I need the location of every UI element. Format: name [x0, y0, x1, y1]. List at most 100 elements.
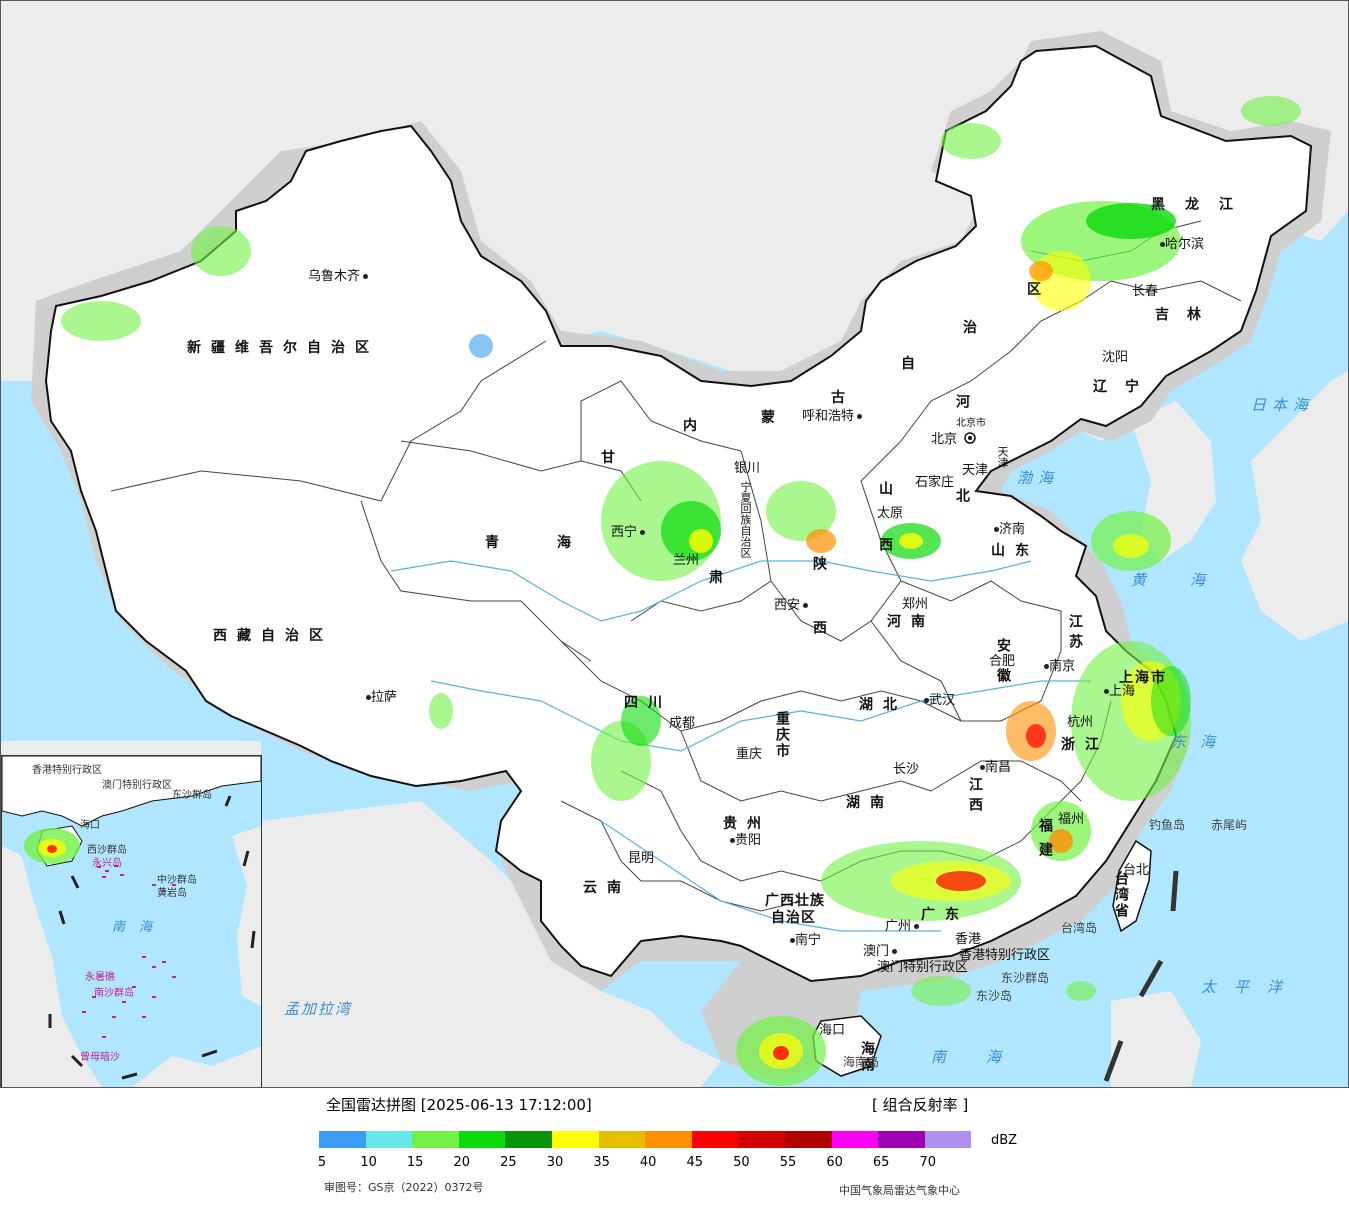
province-label-nm-1: 内	[683, 418, 707, 434]
sea-label-south: 南海	[931, 1048, 1042, 1066]
province-label-zhejiang: 浙江	[1061, 737, 1109, 753]
island-label-dongsha-qundao: 东沙群岛	[1001, 971, 1050, 985]
province-label-heilongjiang: 黑龙江	[1151, 197, 1253, 213]
province-label-qinghai-1: 青	[485, 535, 509, 551]
tick-label: 20	[453, 1155, 471, 1170]
city-label-hk: 香港	[955, 932, 982, 947]
color-swatch-0	[319, 1131, 366, 1148]
inset-label-nanhai: 南海	[112, 920, 167, 935]
province-label-jiangsu: 江苏	[1067, 614, 1083, 654]
color-swatch-7	[645, 1131, 692, 1148]
island-label-dongsha-dao: 东沙岛	[976, 989, 1013, 1003]
island-label-diaoyu: 钓鱼岛	[1149, 818, 1186, 832]
province-label-fujian: 福建	[1037, 818, 1053, 866]
city-label-nanning: 南宁	[787, 934, 821, 948]
province-label-ningxia: 宁夏回族自治区	[739, 481, 752, 558]
color-swatch-3	[458, 1131, 506, 1148]
province-label-xinjiang: 新疆维吾尔自治区	[187, 340, 379, 356]
city-label-lhasa: 拉萨	[363, 691, 397, 705]
sea-label-bohai: 渤海	[1017, 469, 1060, 487]
radar-map[interactable]: 新疆维吾尔自治区 西藏自治区 青 海 甘 肃 四川 云南 贵州 广西壮族 自治区…	[0, 0, 1349, 1088]
radar-echoes	[61, 96, 1301, 1086]
southeast-asia-land	[261, 801, 721, 1087]
inset-label-yongshu: 永暑礁	[85, 972, 115, 983]
city-label-urumqi: 乌鲁木齐	[308, 270, 369, 284]
city-label-jinan: 济南	[991, 523, 1025, 537]
color-swatch-5	[551, 1131, 599, 1148]
inset-label-dongsha: 东沙群岛	[172, 790, 212, 801]
sea-label-pacific: 太平洋	[1201, 978, 1301, 996]
rivers	[390, 560, 1091, 932]
color-swatch-10	[784, 1131, 832, 1148]
province-label-jiangxi: 江西	[967, 777, 983, 817]
province-label-hunan: 湖南	[846, 795, 894, 811]
city-label-beijing: 北京	[931, 432, 958, 447]
province-label-yunnan: 云南	[583, 880, 631, 896]
city-label-xian: 西安	[774, 599, 809, 613]
tick-label: 30	[546, 1155, 564, 1170]
province-label-liaoning: 辽宁	[1093, 379, 1157, 395]
province-borders	[110, 220, 1242, 912]
philippines-land	[1111, 991, 1201, 1087]
tick-label: 55	[779, 1155, 797, 1170]
province-label-guangxi: 广西壮族	[765, 893, 825, 909]
sea-label-bengal: 孟加拉湾	[284, 1000, 353, 1018]
province-label-guangdong: 广东	[921, 907, 969, 923]
province-label-anhui: 安徽	[995, 638, 1011, 698]
city-label-tianjin: 天津	[962, 463, 989, 478]
taiwan-island	[1112, 839, 1152, 933]
province-label-hk: 香港特别行政区	[959, 948, 1051, 963]
legend-panel: 全国雷达拼图 [2025-06-13 17:12:00] [ 组合反射率 ] d…	[0, 1088, 1349, 1208]
tick-label: 50	[733, 1155, 750, 1170]
province-label-beijing: 北京市	[956, 418, 986, 429]
province-label-macau: 澳门特别行政区	[877, 960, 969, 975]
city-label-shenyang: 沈阳	[1102, 350, 1129, 365]
inset-label-yongxing: 永兴岛	[92, 858, 122, 869]
province-label-nm-3: 古	[831, 390, 855, 406]
inset-philippines	[232, 826, 261, 1006]
city-label-harbin: 哈尔滨	[1157, 238, 1204, 252]
product-type: [ 组合反射率 ]	[872, 1096, 969, 1114]
inset-label-haikou: 海口	[80, 820, 100, 831]
tick-label: 45	[686, 1155, 704, 1170]
province-label-nm-6: 区	[1027, 282, 1051, 298]
color-scale	[319, 1131, 972, 1148]
color-swatch-2	[412, 1131, 459, 1148]
agency-credit: 中国气象局雷达气象中心	[839, 1184, 960, 1197]
province-label-guizhou: 贵州	[723, 816, 771, 832]
city-label-xining: 西宁	[611, 526, 646, 540]
sea-label-japan: 日本海	[1251, 396, 1315, 414]
color-swatch-9	[738, 1131, 785, 1148]
south-china-sea-inset[interactable]: 香港特别行政区 澳门特别行政区 海口 西沙群岛 永兴岛 中沙群岛 黄岩岛 南海 …	[1, 755, 262, 1087]
city-label-nanchang: 南昌	[977, 761, 1011, 775]
legend-title: 全国雷达拼图 [2025-06-13 17:12:00]	[326, 1096, 592, 1114]
inset-label-nansha: 南沙群岛	[94, 988, 134, 999]
city-label-kunming: 昆明	[628, 851, 655, 866]
sea-label-east: 东海	[1171, 733, 1230, 751]
city-label-hangzhou: 杭州	[1067, 715, 1094, 730]
color-swatch-12	[878, 1131, 925, 1148]
province-label-nm-5: 治	[963, 320, 987, 336]
tick-label: 60	[826, 1155, 843, 1170]
color-swatch-13	[924, 1131, 972, 1148]
province-label-gansu-2: 肃	[709, 570, 733, 586]
city-label-chengdu: 成都	[669, 716, 696, 731]
province-label-guangxi-2: 自治区	[771, 910, 816, 926]
tick-label: 40	[639, 1155, 657, 1170]
province-label-chongqing: 重庆市	[774, 711, 790, 759]
color-swatch-11	[831, 1131, 879, 1148]
province-label-hebei: 河北	[954, 394, 970, 582]
island-label-chiwei: 赤尾屿	[1211, 818, 1248, 832]
city-label-changchun: 长春	[1132, 284, 1159, 299]
island-label-hainan-dao: 海南岛	[843, 1055, 880, 1069]
city-label-macau: 澳门	[863, 945, 898, 959]
province-label-shandong: 山东	[991, 543, 1039, 559]
inset-label-zhongsha: 中沙群岛	[157, 875, 197, 886]
sea-label-yellow: 黄海	[1131, 571, 1250, 589]
province-label-nm-4: 自	[901, 356, 925, 372]
province-label-hubei: 湖北	[859, 697, 907, 713]
province-label-jilin: 吉林	[1155, 307, 1219, 323]
inset-borneo	[132, 1046, 261, 1087]
city-label-shanghai: 上海	[1101, 685, 1135, 699]
city-label-shijiazhuang: 石家庄	[915, 475, 955, 490]
